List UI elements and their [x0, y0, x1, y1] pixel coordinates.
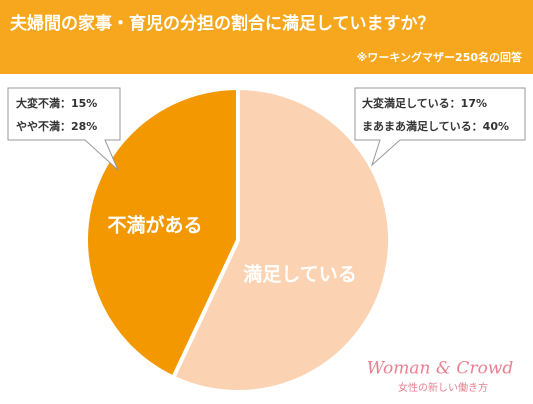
callout-value: 15%	[71, 97, 97, 110]
callout-line: やや不満：28%	[16, 119, 97, 133]
callout-label: まあまあ満足している：	[362, 119, 483, 133]
logo-name: Woman & Crowd	[367, 359, 514, 379]
callout-value: 28%	[71, 120, 97, 133]
chart-title: 夫婦間の家事・育児の分担の割合に満足していますか？	[10, 13, 435, 34]
callout-value: 17%	[461, 97, 487, 110]
callout-line: 大変満足している：17%	[362, 96, 487, 110]
callout-label: 大変不満：	[16, 96, 71, 110]
callout-line: 大変不満：15%	[16, 96, 97, 110]
callout-label: 大変満足している：	[362, 96, 461, 110]
callout-box	[354, 87, 526, 167]
callout-box	[7, 87, 121, 171]
header-band	[0, 0, 533, 74]
chart-subtitle: ※ワーキングマザー250名の回答	[357, 50, 523, 64]
slice-label: 満足している	[243, 264, 356, 286]
callouts: 大変満足している：17%まあまあ満足している：40%大変不満：15%やや不満：2…	[16, 96, 509, 133]
callout-label: やや不満：	[16, 119, 71, 133]
logo-tagline: 女性の新しい働き方	[398, 381, 488, 394]
pie: 満足している 不満がある	[84, 85, 392, 394]
pie-slice	[84, 85, 240, 381]
slice-label: 不満がある	[107, 214, 202, 237]
callout-value: 40%	[483, 120, 509, 133]
pie-slice	[170, 85, 392, 394]
callout-line: まあまあ満足している：40%	[362, 119, 509, 133]
